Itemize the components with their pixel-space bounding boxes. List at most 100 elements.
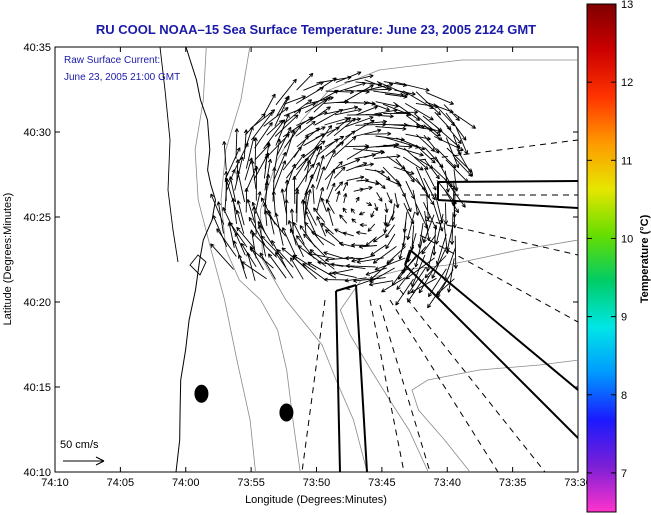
current-vector [316,77,337,92]
current-vector [402,156,424,171]
current-vector [314,108,344,126]
current-vector [375,101,399,109]
current-vector [263,93,276,116]
current-vector [263,107,289,127]
y-tick-label: 40:15 [23,382,51,394]
current-vector [445,159,469,183]
sector-line-dashed [369,299,405,472]
current-vector [453,235,458,269]
current-vector [384,93,408,99]
sector-line-solid [409,249,578,391]
current-vector [313,96,331,113]
current-vector [446,125,462,145]
current-vector [283,102,316,117]
current-vector [412,189,420,216]
current-vector [410,277,437,293]
current-vector [325,199,335,215]
current-vector [250,159,257,190]
current-vector [236,200,245,226]
current-vector [272,166,277,202]
current-vector [283,109,302,125]
y-tick-label: 40:10 [23,467,51,479]
current-vector [426,246,435,272]
scale-arrow-head [95,456,105,466]
current-vector [396,137,426,151]
current-vector [305,189,312,214]
current-vector [424,159,440,180]
current-vector [251,201,266,234]
current-vector [336,117,361,125]
current-vector [272,160,287,193]
current-vector [354,128,382,137]
current-vector [385,233,396,250]
current-vector [315,155,325,182]
current-vector [306,106,331,125]
current-vector [370,210,375,218]
coastline-path [175,47,217,472]
x-axis-label: Longitude (Degrees:Minutes) [245,494,387,506]
current-vector [216,228,237,257]
current-vector [320,197,327,212]
current-vector [326,182,336,203]
current-vector [292,175,297,204]
current-vector [309,249,335,270]
sector-line-dashed [389,299,499,472]
current-vector [342,207,347,214]
current-vector [334,81,367,94]
current-vector [263,119,286,149]
current-vector [236,226,255,249]
current-vector [267,253,287,279]
current-vector [312,145,323,168]
current-vector [355,105,379,116]
current-vector [396,267,415,291]
current-vector [365,114,394,119]
current-vector [368,280,394,287]
sector-line-solid [335,284,357,292]
current-vector [276,126,292,157]
current-vector [344,256,364,261]
current-vector [304,146,318,171]
current-vector [259,252,276,280]
current-vector [275,113,290,146]
colorbar-tick-label: 13 [621,0,633,11]
current-vector [295,190,300,223]
current-vector [316,138,339,157]
current-vector [355,162,374,168]
current-vector [343,84,374,103]
current-vector [395,81,430,92]
current-vector [274,252,294,279]
x-tick-label: 73:45 [368,477,396,489]
current-vector [333,117,356,137]
x-axis-ticks: 74:10 74:05 74:00 73:55 73:50 73:45 73:40 73:35… [41,47,592,489]
current-vector [364,131,392,136]
colorbar-tick-label: 12 [621,77,633,89]
current-vector [335,71,362,83]
current-vector [443,104,460,122]
depth-contour [411,359,578,472]
sector-line-solid [335,290,341,472]
current-vector [374,108,398,115]
plot-area: 74:10 74:05 74:00 73:55 73:50 73:45 73:40 73:35… [23,42,591,489]
current-vector [290,257,304,280]
current-vector [356,257,384,264]
current-vector [342,181,348,191]
depth-contour [194,47,256,472]
current-vector [303,233,326,257]
current-vector [345,119,375,138]
current-vector [358,211,365,216]
current-vector [427,268,447,298]
current-vector [240,242,257,267]
current-vector [253,137,258,168]
current-vector [271,190,276,215]
current-vector [272,151,287,182]
current-vector [325,141,344,157]
current-vector [364,150,385,159]
y-tick-label: 40:25 [23,212,51,224]
current-vector [359,222,367,228]
current-vector [407,266,427,295]
current-vector [356,230,367,235]
current-vector [350,208,356,214]
current-vector [276,248,294,268]
sector-line-dashed [301,299,326,472]
current-vector [366,201,373,206]
